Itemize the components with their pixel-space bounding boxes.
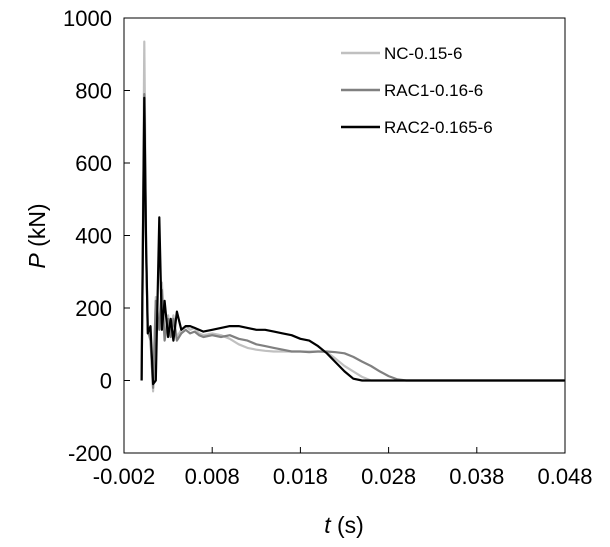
x-tick-label: 0.018: [273, 464, 328, 489]
legend: NC-0.15-6 RAC1-0.16-6 RAC2-0.165-6: [341, 44, 493, 137]
y-tick-label: 800: [75, 79, 112, 104]
series-lines: [140, 40, 565, 393]
x-tick-label: 0.038: [449, 464, 504, 489]
y-tick-label: 200: [75, 296, 112, 321]
plot-frame: [123, 17, 566, 454]
legend-label: RAC1-0.16-6: [384, 81, 483, 100]
series-line-2: [140, 92, 565, 389]
y-axis-unit: (kN): [24, 203, 50, 253]
x-tick-label: 0.028: [361, 464, 416, 489]
x-tick-label: -0.002: [93, 464, 155, 489]
x-tick-label: 0.048: [537, 464, 592, 489]
legend-label: NC-0.15-6: [384, 44, 462, 63]
x-axis-label: t (s): [324, 512, 364, 538]
y-tick-label: 1000: [63, 6, 112, 31]
y-axis-symbol: P: [24, 253, 50, 269]
x-axis-symbol: t: [324, 512, 332, 538]
plot-area: [123, 17, 566, 454]
y-tick-label: 400: [75, 224, 112, 249]
y-tick-label: 600: [75, 151, 112, 176]
legend-label: RAC2-0.165-6: [384, 118, 493, 137]
x-axis-ticks: -0.002 0.008 0.018 0.028 0.038 0.048: [93, 447, 593, 489]
x-tick-label: 0.008: [185, 464, 240, 489]
y-tick-label: -200: [68, 441, 112, 466]
y-tick-label: 0: [100, 369, 112, 394]
series-line-1: [140, 40, 565, 393]
x-axis-unit: (s): [331, 512, 364, 538]
y-axis-label: P (kN): [24, 203, 50, 268]
series-line-3: [140, 96, 565, 386]
y-axis-ticks: -200 0 200 400 600 800 1000: [63, 6, 130, 466]
